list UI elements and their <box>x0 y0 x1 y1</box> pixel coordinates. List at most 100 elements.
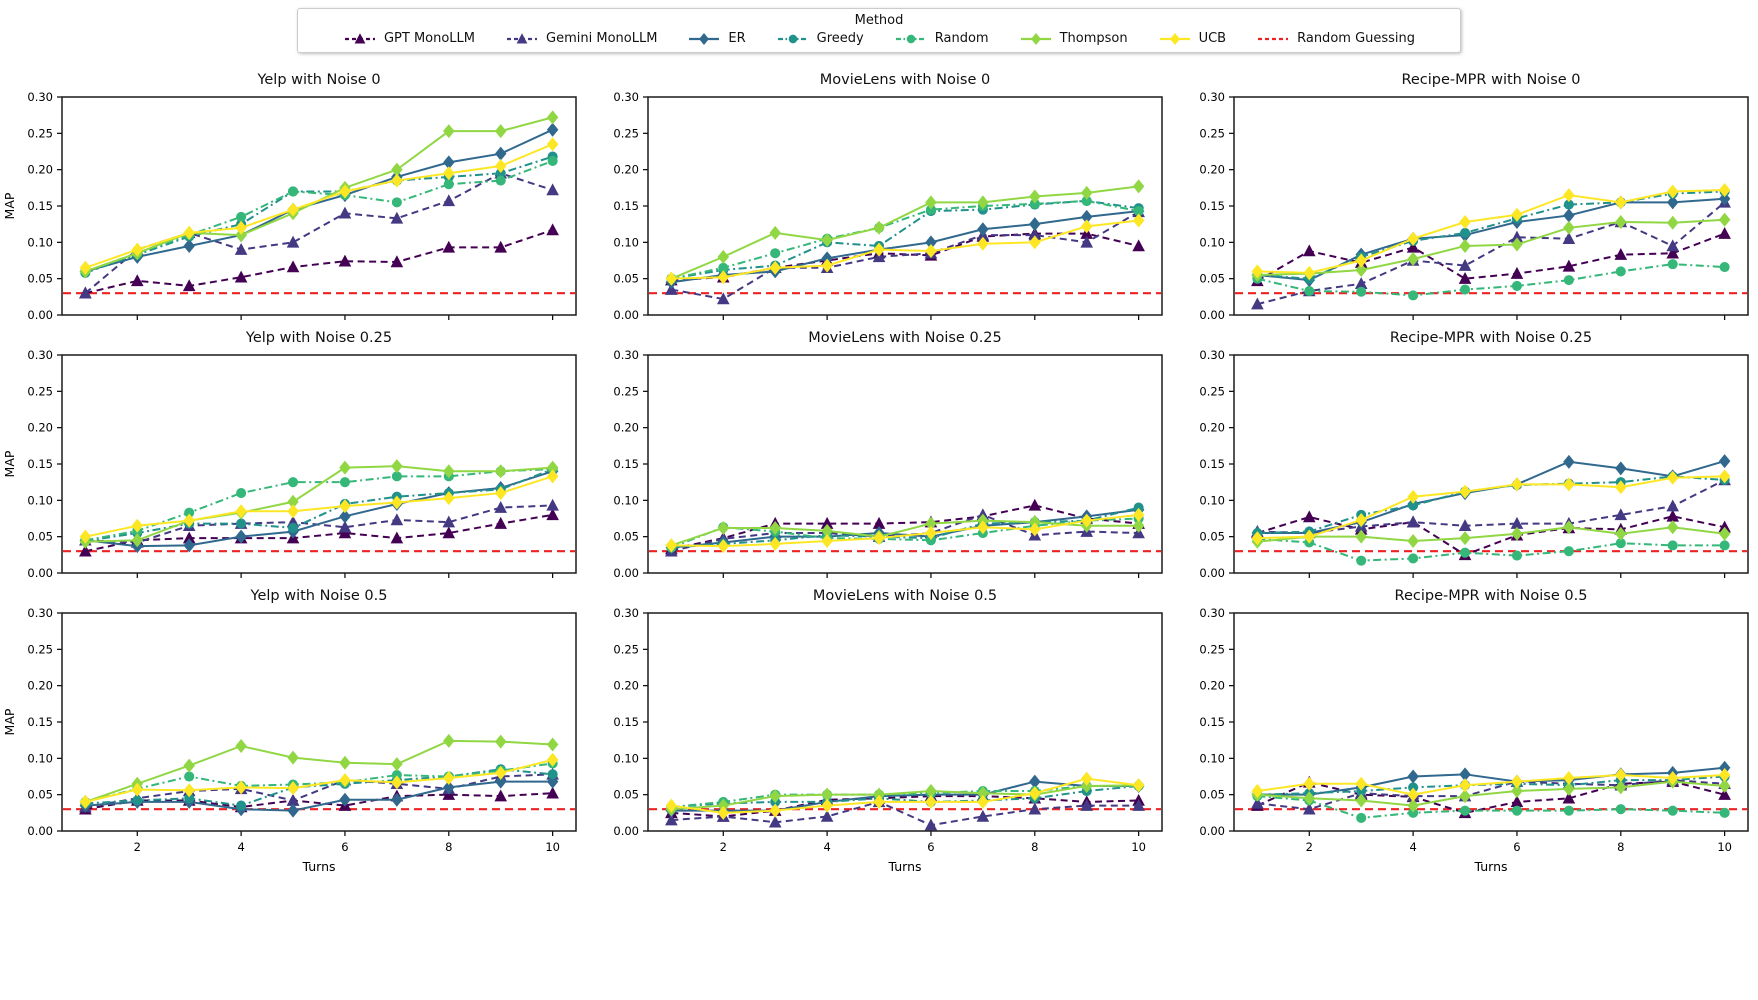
legend-box: Method GPT MonoLLM Gemini MonoLLM ER Greedy… <box>297 8 1461 53</box>
diamond-marker-icon <box>1020 32 1051 45</box>
svg-text:0.15: 0.15 <box>27 457 53 471</box>
svg-text:6: 6 <box>927 840 934 854</box>
legend-label: Thompson <box>1059 31 1128 46</box>
svg-text:0.15: 0.15 <box>613 715 639 729</box>
svg-text:0.00: 0.00 <box>613 824 639 838</box>
chart-title: MovieLens with Noise 0.25 <box>808 330 1002 346</box>
svg-text:8: 8 <box>445 840 452 854</box>
y-axis-label: MAP <box>2 450 17 477</box>
legend-title: Method <box>854 13 904 28</box>
svg-text:0.20: 0.20 <box>613 421 639 435</box>
diamond-marker-icon <box>1159 32 1190 45</box>
x-axis-label: Turns <box>301 859 335 874</box>
plot-canvas: 0.00 0.05 0.10 0.15 0.20 0.25 0.30 <box>1199 91 1749 322</box>
legend-item: Random <box>894 31 989 46</box>
svg-text:0.15: 0.15 <box>27 715 53 729</box>
svg-text:2: 2 <box>134 840 141 854</box>
chart-recipempr-noise-025: Recipe-MPR with Noise 0.25 0.00 0.05 0.10 0… <box>1172 327 1758 585</box>
svg-text:0.15: 0.15 <box>1199 715 1225 729</box>
chart-title: MovieLens with Noise 0.5 <box>812 588 998 604</box>
svg-text:0.05: 0.05 <box>613 272 639 286</box>
svg-text:0.00: 0.00 <box>1199 566 1225 580</box>
diamond-marker-icon <box>689 32 720 45</box>
circle-marker-icon <box>895 34 926 43</box>
svg-text:0.20: 0.20 <box>1199 679 1225 693</box>
svg-text:0.05: 0.05 <box>1199 272 1225 286</box>
svg-text:0.25: 0.25 <box>27 384 53 398</box>
legend-item: Greedy <box>776 31 864 46</box>
legend-label: Random <box>934 31 989 46</box>
svg-text:0.30: 0.30 <box>1199 91 1225 104</box>
plot-canvas: 0.00 0.05 0.10 0.15 0.20 0.25 0.30 <box>613 349 1163 580</box>
svg-text:0.15: 0.15 <box>613 199 639 213</box>
legend-label: Greedy <box>816 31 864 46</box>
plot-canvas: 0.00 0.05 0.10 0.15 0.20 0.25 0.30 2 4 6 8 10 Turns <box>1199 607 1749 874</box>
triangle-marker-icon <box>507 32 538 43</box>
legend: Method GPT MonoLLM Gemini MonoLLM ER Greedy… <box>0 8 1758 53</box>
chart-yelp-noise-05: Yelp with Noise 0.5 0.00 0.05 0.10 0.15 0.20… <box>0 585 586 879</box>
svg-text:0.10: 0.10 <box>1199 235 1225 249</box>
plot-canvas: 0.00 0.05 0.10 0.15 0.20 0.25 0.30 <box>1199 349 1749 580</box>
svg-text:0.10: 0.10 <box>613 751 639 765</box>
svg-text:0.05: 0.05 <box>1199 530 1225 544</box>
legend-label: Gemini MonoLLM <box>546 31 658 46</box>
svg-text:0.30: 0.30 <box>1199 607 1225 620</box>
circle-marker-icon <box>777 34 808 43</box>
svg-text:0.00: 0.00 <box>613 566 639 580</box>
chart-yelp-noise-025: Yelp with Noise 0.25 0.00 0.05 0.10 0.15 0.2… <box>0 327 586 585</box>
plot-canvas: 0.00 0.05 0.10 0.15 0.20 0.25 0.30 2 4 6 8 10 Turns <box>613 607 1163 874</box>
svg-text:0.20: 0.20 <box>27 421 53 435</box>
svg-text:0.20: 0.20 <box>613 679 639 693</box>
svg-text:0.20: 0.20 <box>1199 163 1225 177</box>
svg-text:0.20: 0.20 <box>27 163 53 177</box>
svg-text:8: 8 <box>1617 840 1624 854</box>
svg-text:0.25: 0.25 <box>613 126 639 140</box>
x-axis-label: Turns <box>887 859 921 874</box>
svg-text:0.05: 0.05 <box>27 272 53 286</box>
legend-item: GPT MonoLLM <box>343 31 475 46</box>
legend-label: UCB <box>1198 31 1227 46</box>
svg-text:6: 6 <box>341 840 348 854</box>
chart-title: Recipe-MPR with Noise 0.5 <box>1394 588 1588 604</box>
plot-canvas: 0.00 0.05 0.10 0.15 0.20 0.25 0.30 2 4 6 8 10 Turns M… <box>2 607 577 874</box>
plot-canvas: 0.00 0.05 0.10 0.15 0.20 0.25 0.30 MAP <box>2 91 577 322</box>
svg-text:0.15: 0.15 <box>27 199 53 213</box>
chart-movielens-noise-0: MovieLens with Noise 0 0.00 0.05 0.10 0.15 0… <box>586 69 1172 327</box>
svg-text:0.05: 0.05 <box>27 530 53 544</box>
svg-text:0.10: 0.10 <box>1199 493 1225 507</box>
svg-text:0.30: 0.30 <box>27 91 53 104</box>
svg-text:0.25: 0.25 <box>1199 642 1225 656</box>
svg-text:0.00: 0.00 <box>27 308 53 322</box>
chart-movielens-noise-025: MovieLens with Noise 0.25 0.00 0.05 0.10 0.… <box>586 327 1172 585</box>
dashed-line-icon <box>1258 37 1289 40</box>
svg-text:4: 4 <box>237 840 244 854</box>
chart-title: Yelp with Noise 0.25 <box>245 330 393 346</box>
svg-text:0.05: 0.05 <box>1199 788 1225 802</box>
svg-text:0.00: 0.00 <box>27 824 53 838</box>
svg-text:0.00: 0.00 <box>613 308 639 322</box>
svg-text:0.00: 0.00 <box>27 566 53 580</box>
chart-title: Yelp with Noise 0 <box>257 72 381 88</box>
svg-text:0.15: 0.15 <box>613 457 639 471</box>
svg-text:4: 4 <box>1409 840 1416 854</box>
y-axis-label: MAP <box>2 192 17 219</box>
svg-text:0.10: 0.10 <box>1199 751 1225 765</box>
svg-text:0.25: 0.25 <box>27 642 53 656</box>
svg-text:0.30: 0.30 <box>613 349 639 362</box>
svg-text:10: 10 <box>1131 840 1146 854</box>
legend-items: GPT MonoLLM Gemini MonoLLM ER Greedy Random T… <box>314 31 1444 46</box>
svg-text:0.25: 0.25 <box>613 642 639 656</box>
svg-text:10: 10 <box>545 840 560 854</box>
svg-text:0.15: 0.15 <box>1199 199 1225 213</box>
chart-title: Yelp with Noise 0.5 <box>250 588 388 604</box>
legend-item: ER <box>687 31 746 46</box>
svg-text:0.30: 0.30 <box>613 91 639 104</box>
chart-recipempr-noise-05: Recipe-MPR with Noise 0.5 0.00 0.05 0.10 0.… <box>1172 585 1758 879</box>
svg-text:8: 8 <box>1031 840 1038 854</box>
svg-text:0.05: 0.05 <box>27 788 53 802</box>
chart-grid: Yelp with Noise 0 0.00 0.05 0.10 0.15 0.20 0.… <box>0 69 1758 879</box>
y-axis-label: MAP <box>2 708 17 735</box>
svg-text:4: 4 <box>823 840 830 854</box>
svg-text:0.30: 0.30 <box>613 607 639 620</box>
plot-canvas: 0.00 0.05 0.10 0.15 0.20 0.25 0.30 MAP <box>2 349 577 580</box>
